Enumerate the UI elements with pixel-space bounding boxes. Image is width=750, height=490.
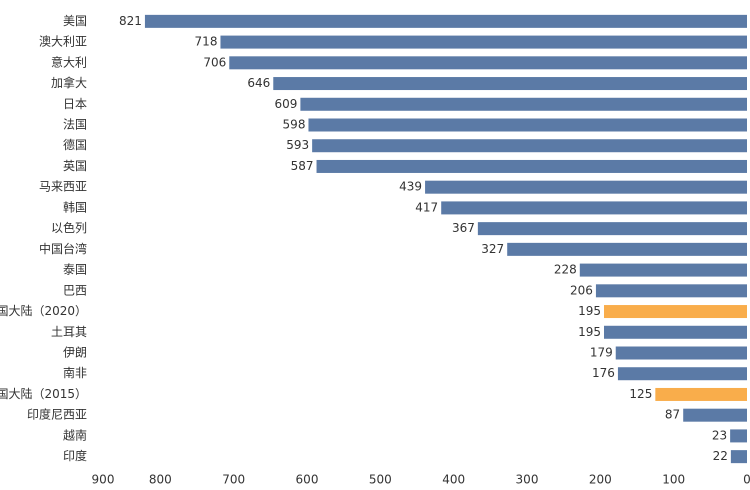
bar — [308, 118, 747, 132]
y-tick-label: 巴西 — [63, 283, 87, 297]
x-tick-label: 900 — [92, 473, 115, 487]
value-label: 327 — [481, 242, 504, 256]
y-tick-label: 意大利 — [51, 54, 87, 69]
y-tick-label: 韩国 — [63, 199, 87, 214]
value-label: 598 — [283, 118, 306, 132]
x-tick-label: 700 — [222, 473, 245, 487]
x-tick-label: 600 — [296, 473, 319, 487]
y-tick-label: 伊朗 — [63, 346, 87, 360]
value-label: 195 — [578, 325, 601, 339]
value-label: 593 — [286, 138, 309, 152]
y-tick-label: 越南 — [63, 427, 87, 442]
y-tick-label: 加拿大 — [51, 75, 87, 90]
bar — [229, 56, 747, 70]
value-label: 646 — [247, 76, 270, 90]
bar — [507, 242, 747, 256]
value-label: 179 — [590, 346, 613, 360]
bar — [604, 305, 747, 319]
value-label: 87 — [665, 408, 680, 422]
y-tick-label: 德国 — [63, 137, 87, 152]
bar — [300, 97, 747, 111]
bar — [316, 159, 747, 173]
y-tick-label: 马来西亚 — [39, 180, 87, 194]
bar — [425, 180, 747, 194]
bar — [595, 284, 747, 298]
y-tick-label: 澳大利亚 — [39, 35, 87, 49]
x-tick-label: 300 — [516, 473, 539, 487]
y-tick-label: 美国 — [63, 14, 87, 28]
y-tick-label: 中国大陆（2020） — [0, 303, 87, 318]
y-tick-label: 泰国 — [63, 263, 87, 277]
bar — [683, 408, 747, 422]
y-tick-label: 英国 — [63, 159, 87, 173]
bar — [312, 139, 747, 153]
y-tick-label: 土耳其 — [51, 325, 87, 339]
bar — [617, 367, 747, 381]
bar — [144, 14, 747, 28]
y-tick-label: 日本 — [63, 97, 87, 111]
value-label: 23 — [712, 428, 727, 442]
value-label: 195 — [578, 304, 601, 318]
value-label: 367 — [452, 221, 475, 235]
bar — [730, 429, 747, 443]
x-tick-label: 200 — [589, 473, 612, 487]
y-tick-label: 中国台湾 — [39, 241, 87, 256]
x-tick-label: 100 — [662, 473, 685, 487]
bar — [615, 346, 747, 360]
bar — [579, 263, 747, 277]
y-tick-label: 南非 — [63, 365, 87, 380]
y-tick-label: 法国 — [63, 118, 87, 132]
value-label: 176 — [592, 366, 615, 380]
x-tick-label: 0 — [743, 473, 750, 487]
value-label: 125 — [629, 387, 652, 401]
y-tick-label: 中国大陆（2015） — [0, 386, 87, 401]
value-label: 587 — [291, 159, 314, 173]
bar — [273, 77, 747, 91]
value-label: 706 — [203, 55, 226, 69]
value-label: 821 — [119, 14, 142, 28]
bar — [730, 450, 747, 464]
x-tick-label: 400 — [442, 473, 465, 487]
x-tick-label: 500 — [369, 473, 392, 487]
value-label: 228 — [554, 263, 577, 277]
y-tick-label: 印度 — [63, 448, 87, 463]
value-label: 417 — [415, 200, 438, 214]
bar — [477, 222, 747, 236]
bar — [220, 35, 747, 49]
x-tick-label: 800 — [149, 473, 172, 487]
bar — [441, 201, 747, 215]
value-label: 22 — [713, 449, 728, 463]
value-label: 718 — [195, 35, 218, 49]
y-tick-label: 以色列 — [51, 221, 87, 235]
y-tick-label: 印度尼西亚 — [27, 407, 87, 422]
bar — [604, 325, 747, 339]
value-label: 609 — [274, 97, 297, 111]
bar — [655, 387, 747, 401]
value-label: 439 — [399, 180, 422, 194]
value-label: 206 — [570, 283, 593, 297]
